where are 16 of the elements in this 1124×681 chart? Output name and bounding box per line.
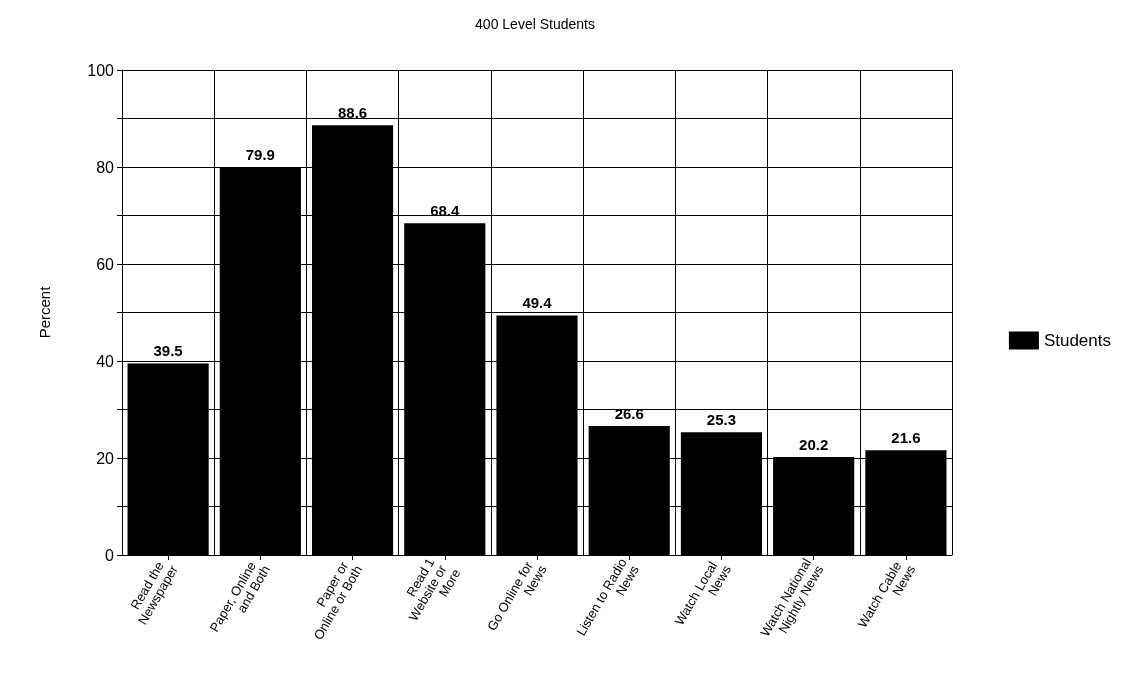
y-tick-label: 40 xyxy=(96,352,115,370)
data-label: 21.6 xyxy=(891,429,921,447)
y-tick-label: 100 xyxy=(87,61,115,79)
data-label: 25.3 xyxy=(706,411,737,429)
data-label: 88.6 xyxy=(337,104,368,122)
y-tick-label: 60 xyxy=(96,255,115,273)
y-tick-label: 0 xyxy=(105,546,115,564)
data-label: 39.5 xyxy=(153,342,183,360)
legend-label: Students xyxy=(1043,331,1112,350)
chart-title: 400 Level Students xyxy=(475,16,595,32)
data-label: 49.4 xyxy=(522,294,553,312)
y-axis-title: Percent xyxy=(36,285,53,339)
y-tick-label: 20 xyxy=(96,449,115,467)
data-label: 79.9 xyxy=(245,146,275,164)
data-label: 20.2 xyxy=(799,436,829,454)
y-tick-label: 80 xyxy=(96,158,115,176)
